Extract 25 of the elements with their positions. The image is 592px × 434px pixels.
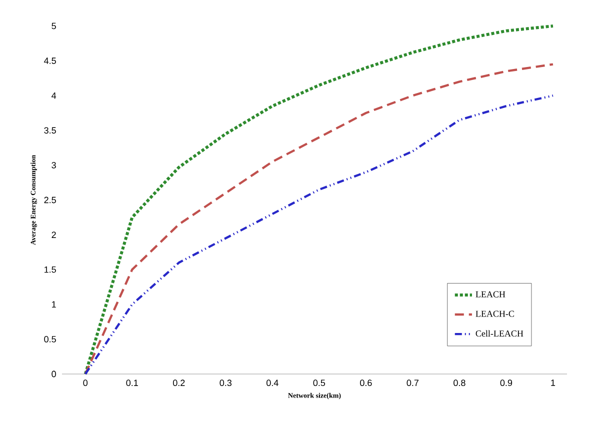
y-tick-label: 3	[52, 162, 56, 168]
y-tick-label: 1.5	[44, 266, 56, 273]
x-tick-label: 1	[551, 380, 556, 386]
y-tick-label: 2	[52, 232, 56, 238]
x-tick-label: 0.1	[126, 380, 138, 386]
x-tick-label: 0.2	[172, 380, 185, 386]
y-tick-label: 1	[52, 301, 56, 308]
y-tick-label: 0.5	[44, 336, 56, 342]
legend-label: Cell-LEACH	[476, 330, 524, 337]
x-tick-label: 0.9	[500, 380, 512, 386]
x-tick-label: 0.3	[220, 380, 232, 386]
x-tick-label: 0.4	[266, 380, 278, 386]
y-tick-label: 4	[52, 92, 56, 99]
y-tick-label: 3.5	[44, 127, 56, 134]
x-tick-label: 0.5	[313, 380, 326, 386]
y-tick-label: 2.5	[44, 196, 56, 204]
x-tick-label: 0.7	[406, 380, 418, 386]
x-tick-label: 0	[83, 380, 88, 386]
legend-label: LEACH-C	[476, 310, 514, 317]
y-tick-label: 5	[52, 22, 56, 30]
x-tick-label: 0.8	[454, 380, 466, 386]
y-tick-label: 4.5	[44, 58, 56, 64]
x-tick-label: 0.6	[360, 380, 372, 386]
legend-label: LEACH	[476, 291, 506, 298]
y-tick-label: 0	[52, 370, 56, 378]
